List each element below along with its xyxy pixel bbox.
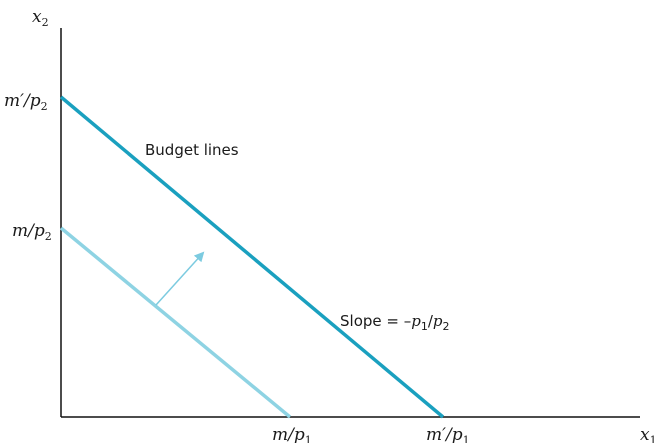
budget-lines-label: Budget lines <box>145 141 239 159</box>
slope-label: Slope = –p1/p2 <box>340 312 450 333</box>
y-tick-new-intercept: m′/p2 <box>4 91 48 113</box>
new-budget-line <box>59 95 445 419</box>
x-axis-label: x1 <box>640 425 657 443</box>
x-tick-old-intercept: m/p1 <box>272 425 312 443</box>
shift-arrow <box>155 251 205 306</box>
x-tick-new-intercept: m′/p1 <box>426 425 470 443</box>
y-axis-label: x2 <box>32 7 49 29</box>
old-budget-line <box>59 226 292 419</box>
y-tick-old-intercept: m/p2 <box>12 221 52 243</box>
